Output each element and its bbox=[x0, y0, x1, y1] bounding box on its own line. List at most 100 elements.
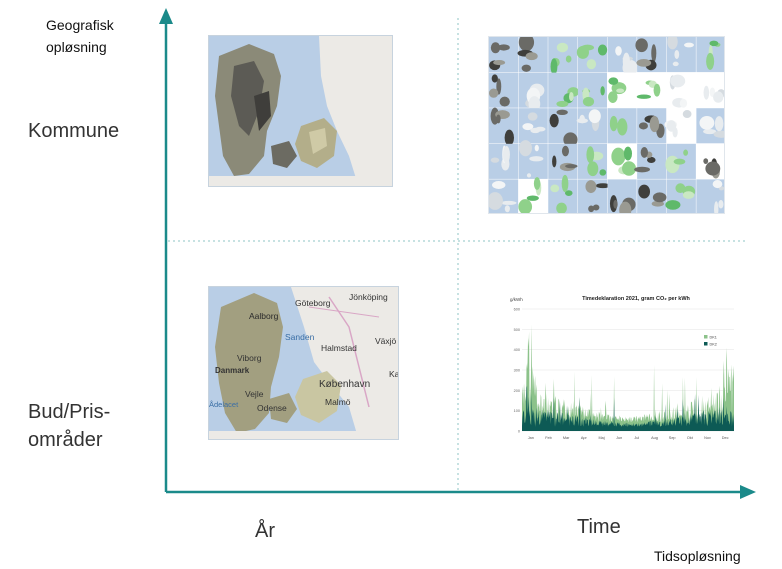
hourly-map-region bbox=[636, 94, 651, 99]
chart-xtick-label: Feb bbox=[545, 436, 552, 440]
hourly-map-region bbox=[526, 195, 539, 201]
map-label-kobenhavn: København bbox=[319, 379, 370, 390]
hourly-map-region bbox=[518, 37, 535, 52]
hourly-map-region bbox=[527, 112, 538, 121]
hourly-map-region bbox=[617, 118, 628, 136]
hourly-map-region bbox=[718, 200, 724, 209]
hourly-map-region bbox=[611, 147, 626, 166]
hourly-map-region bbox=[713, 130, 724, 138]
hourly-map-region bbox=[493, 60, 506, 66]
hourly-map-region bbox=[652, 192, 667, 203]
chart-ytick-label: 400 bbox=[514, 348, 520, 352]
hourly-map-region bbox=[561, 145, 569, 157]
hourly-map-region bbox=[703, 158, 709, 165]
chart-xtick-label: Jun bbox=[616, 436, 622, 440]
hourly-map-region bbox=[608, 91, 618, 103]
chart-xtick-label: Sep bbox=[669, 436, 676, 440]
hourly-map-region bbox=[533, 177, 541, 190]
hourly-map-region bbox=[549, 113, 559, 128]
chart-xtick-label: Jan bbox=[528, 436, 534, 440]
column-label-year: År bbox=[255, 520, 275, 542]
map-municipality-hourly-grid bbox=[488, 36, 725, 214]
hourly-map-region bbox=[672, 61, 679, 67]
chart-xtick-label: Maj bbox=[598, 436, 604, 440]
hourly-map-region bbox=[673, 158, 686, 165]
chart-ytick-label: 100 bbox=[514, 409, 520, 413]
hourly-map-region bbox=[497, 44, 510, 51]
hourly-map-tile bbox=[637, 72, 667, 108]
hourly-map-region bbox=[579, 114, 585, 124]
hourly-map-region bbox=[586, 59, 597, 70]
hourly-map-region bbox=[699, 116, 715, 130]
hourly-map-region bbox=[599, 169, 607, 176]
map-label-vaxjo: Växjö bbox=[375, 336, 397, 346]
hourly-map-region bbox=[519, 140, 532, 157]
map-municipality-year bbox=[208, 35, 393, 187]
legend-label: DK2 bbox=[710, 342, 717, 346]
map-label-kal: Kal bbox=[389, 369, 399, 379]
chart-ytick-label: 600 bbox=[514, 308, 520, 312]
hourly-map-region bbox=[682, 110, 692, 119]
hourly-map-region bbox=[705, 161, 721, 176]
hourly-map-region bbox=[638, 184, 651, 199]
map-label-danmark: Danmark bbox=[215, 366, 250, 375]
hourly-map-region bbox=[504, 205, 510, 213]
hourly-map-region bbox=[588, 109, 601, 124]
map-label-halmstad: Halmstad bbox=[321, 343, 357, 353]
hourly-map-region bbox=[556, 42, 569, 53]
hourly-map-region bbox=[615, 46, 622, 56]
hourly-grid-graphic bbox=[489, 37, 724, 213]
hourly-map-region bbox=[665, 200, 681, 210]
hourly-map-region bbox=[609, 115, 618, 132]
row-label-bidzone: Bud/Pris- områder bbox=[28, 370, 110, 454]
hourly-map-region bbox=[522, 123, 534, 131]
co2-hourly-chart: Timedeklaration 2021, gram CO₂ per kWh g… bbox=[508, 289, 738, 447]
hourly-map-region bbox=[565, 55, 572, 63]
hourly-map-region bbox=[616, 88, 625, 93]
hourly-map-region bbox=[653, 83, 661, 97]
hourly-map-region bbox=[581, 44, 595, 51]
hourly-map-region bbox=[489, 192, 503, 210]
legend-label: DK1 bbox=[710, 335, 717, 339]
hourly-map-region bbox=[636, 59, 652, 67]
chart-xtick-label: Jul bbox=[634, 436, 639, 440]
hourly-map-region bbox=[525, 52, 538, 61]
hourly-map-region bbox=[613, 199, 618, 209]
hourly-map-region bbox=[534, 144, 539, 152]
hourly-map-region bbox=[588, 205, 595, 213]
hourly-map-region bbox=[670, 74, 686, 88]
hourly-map-region bbox=[569, 91, 574, 102]
hourly-map-region bbox=[703, 128, 717, 135]
hourly-map-region bbox=[500, 200, 517, 205]
hourly-map-region bbox=[496, 114, 501, 124]
hourly-map-region bbox=[682, 191, 695, 199]
hourly-map-region bbox=[597, 44, 608, 56]
map-label-sanden: Sanden bbox=[285, 332, 315, 342]
y-axis-title: Geografisk opløsning bbox=[46, 14, 136, 58]
hourly-map-region bbox=[490, 42, 501, 54]
hourly-map-region bbox=[521, 64, 531, 72]
chart-title: Timedeklaration 2021, gram CO₂ per kWh bbox=[582, 296, 690, 302]
map-municipality-year-graphic bbox=[209, 36, 392, 186]
hourly-map-region bbox=[703, 85, 710, 100]
chart-ytick-label: 500 bbox=[514, 328, 520, 332]
series-dk2-area bbox=[522, 385, 734, 431]
hourly-map-region bbox=[608, 77, 619, 85]
hourly-map-region bbox=[683, 149, 689, 156]
hourly-map-region bbox=[587, 161, 599, 177]
hourly-map-region bbox=[712, 180, 723, 189]
chart-ylabel: g/kWh bbox=[510, 297, 523, 302]
y-axis-arrowhead bbox=[159, 8, 173, 24]
hourly-map-region bbox=[713, 91, 724, 103]
hourly-map-region bbox=[622, 161, 637, 176]
co2-hourly-chart-svg: Timedeklaration 2021, gram CO₂ per kWh g… bbox=[510, 296, 734, 440]
hourly-map-region bbox=[565, 164, 578, 169]
column-label-hour: Time bbox=[577, 516, 621, 538]
chart-xtick-label: Aug bbox=[651, 436, 658, 440]
hourly-map-region bbox=[489, 88, 499, 98]
hourly-map-region bbox=[647, 156, 656, 164]
chart-ytick-label: 0 bbox=[518, 430, 520, 434]
hourly-map-region bbox=[550, 58, 558, 75]
hourly-map-region bbox=[552, 155, 557, 168]
chart-xtick-label: Apr bbox=[581, 436, 588, 440]
